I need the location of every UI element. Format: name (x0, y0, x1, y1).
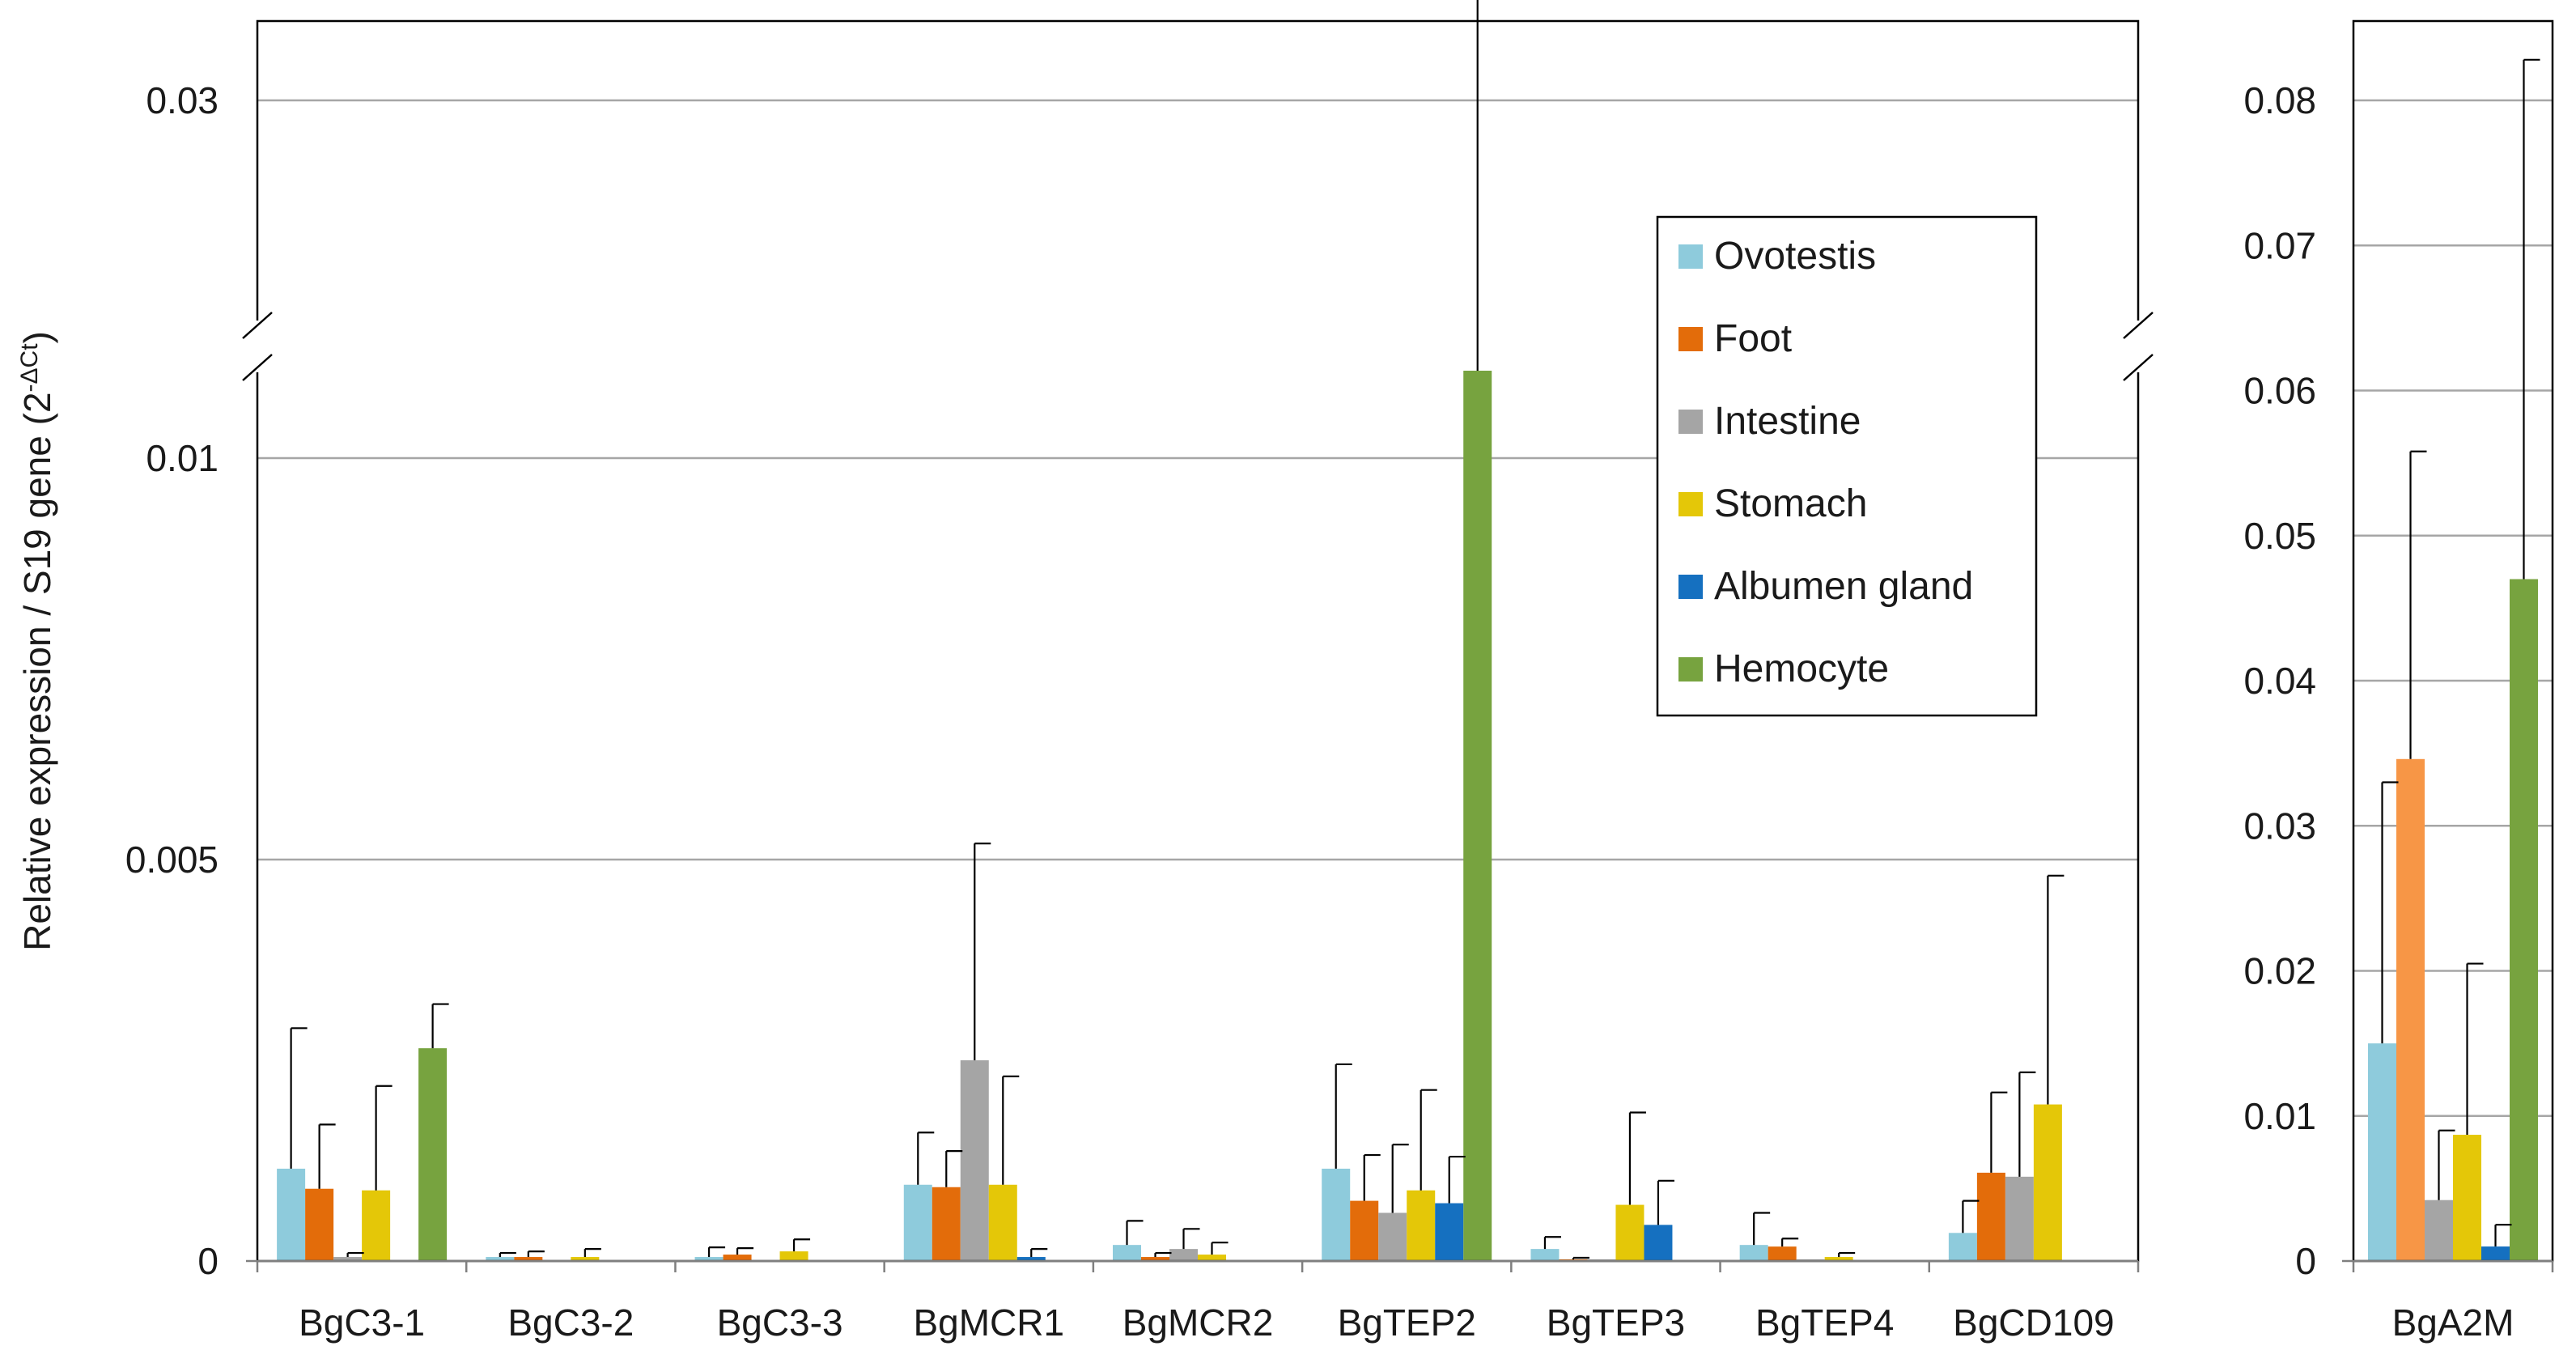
x-category-label-bgc3-2: BgC3-2 (507, 1301, 634, 1344)
inset-bar-foot (2396, 758, 2425, 1261)
bar-bgc3-2-ovotestis (486, 1257, 515, 1261)
x-category-label-bgc3-3: BgC3-3 (717, 1301, 843, 1344)
bar-bgc3-3-foot (723, 1255, 752, 1261)
bar-bgtep2-foot (1350, 1200, 1379, 1261)
bar-bgcd109-intestine (2005, 1176, 2034, 1261)
bar-bgc3-1-stomach (362, 1190, 391, 1261)
y-tick-label-0-01: 0.01 (146, 437, 219, 479)
bar-bgtep4-stomach (1824, 1257, 1853, 1261)
legend-label-stomach: Stomach (1714, 482, 1867, 525)
bar-bgmcr1-foot (932, 1187, 961, 1261)
bar-bgc3-1-hemocyte (418, 1048, 448, 1261)
inset-bar-hemocyte (2510, 579, 2538, 1261)
inset-y-tick-labels: 0 0.01 0.02 0.03 0.04 0.05 0.06 0.07 0.08 (2243, 79, 2316, 1282)
legend-swatch-stomach (1678, 492, 1703, 516)
bar-bgc3-1-ovotestis (277, 1168, 306, 1261)
break-slash-right-upper (2123, 312, 2154, 339)
break-axis-gap-left (248, 321, 267, 372)
inset-error-bars (2381, 58, 2540, 1247)
bar-bgtep2-ovotestis (1322, 1168, 1351, 1261)
bar-bgtep4-foot (1768, 1246, 1797, 1261)
bar-bgtep2-albumen-gland (1435, 1203, 1464, 1261)
bar-bgc3-1-foot (305, 1188, 334, 1261)
inset-bar-ovotestis (2368, 1043, 2396, 1261)
bar-bgcd109-foot (1976, 1172, 2005, 1261)
bar-bgtep2-hemocyte (1463, 371, 1492, 1261)
inset-y-tick-label-0: 0 (2295, 1240, 2316, 1282)
x-category-label-bgtep2: BgTEP2 (1338, 1301, 1476, 1344)
bar-bgmcr2-ovotestis (1113, 1245, 1141, 1261)
legend: Ovotestis Foot Intestine Stomach Albumen gla… (1656, 215, 2038, 717)
bar-bgmcr1-ovotestis (903, 1184, 932, 1261)
break-slash-right-lower (2123, 354, 2154, 381)
x-category-label-bgmcr1: BgMCR1 (913, 1301, 1064, 1344)
y-tick-label-0-03: 0.03 (146, 79, 219, 121)
inset-bars (2368, 579, 2538, 1261)
legend-swatch-hemocyte (1678, 657, 1703, 682)
x-category-label-bgtep3: BgTEP3 (1547, 1301, 1685, 1344)
bar-bgmcr1-stomach (988, 1184, 1017, 1261)
inset-bar-albumen-gland (2481, 1246, 2510, 1261)
x-category-label-bgmcr2: BgMCR2 (1122, 1301, 1274, 1344)
bar-bgc3-3-stomach (779, 1251, 808, 1261)
x-category-label-bgc3-1: BgC3-1 (299, 1301, 425, 1344)
inset-y-tick-label-0-07: 0.07 (2243, 224, 2316, 266)
inset-y-tick-label-0-04: 0.04 (2243, 660, 2316, 702)
y-tick-label-0-005: 0.005 (125, 839, 219, 881)
x-category-label-bgtep4: BgTEP4 (1755, 1301, 1894, 1344)
inset-y-tick-label-0-05: 0.05 (2243, 515, 2316, 557)
bar-bgtep3-stomach (1615, 1204, 1644, 1261)
bar-bgc3-1-intestine (333, 1257, 363, 1261)
break-axis-gap-right (2128, 321, 2148, 372)
legend-swatch-ovotestis (1678, 244, 1703, 269)
legend-label-ovotestis: Ovotestis (1714, 235, 1876, 278)
inset-bar-stomach (2453, 1135, 2481, 1261)
bar-bgcd109-ovotestis (1948, 1233, 1977, 1261)
y-tick-label-0: 0 (197, 1240, 219, 1282)
inset-y-tick-label-0-06: 0.06 (2243, 370, 2316, 412)
bar-bgtep2-stomach (1407, 1190, 1436, 1261)
legend-swatch-intestine (1678, 410, 1703, 434)
bar-bgtep3-albumen-gland (1644, 1225, 1673, 1261)
inset-y-tick-label-0-02: 0.02 (2243, 950, 2316, 992)
y-axis-label: Relative expression / S19 gene (2-ΔCt) (16, 331, 58, 951)
bar-bgmcr2-foot (1141, 1257, 1169, 1261)
bar-bgmcr2-intestine (1169, 1249, 1198, 1261)
x-category-label-bgcd109: BgCD109 (1953, 1301, 2114, 1344)
bar-bgcd109-stomach (2033, 1104, 2062, 1261)
main-y-tick-labels: 0 0.005 0.01 0.03 (125, 79, 219, 1282)
bar-bgc3-3-ovotestis (694, 1257, 724, 1261)
legend-swatch-foot (1678, 327, 1703, 351)
legend-label-foot: Foot (1714, 317, 1792, 360)
main-error-bars (290, 0, 2065, 1260)
bar-bgtep2-intestine (1378, 1212, 1407, 1261)
bar-bgc3-2-foot (514, 1257, 543, 1261)
inset-bar-intestine (2425, 1200, 2453, 1261)
break-slash-left-upper (242, 312, 273, 339)
break-gap-left (261, 324, 503, 369)
inset-y-tick-label-0-01: 0.01 (2243, 1095, 2316, 1137)
inset-category-labels: BgA2M (2392, 1301, 2514, 1344)
legend-label-hemocyte: Hemocyte (1714, 648, 1889, 690)
inset-x-category-label-bga2m: BgA2M (2392, 1301, 2514, 1344)
main-category-labels: BgC3-1 BgC3-2 BgC3-3 BgMCR1 BgMCR2 BgTEP2 BgTE… (299, 1301, 2114, 1344)
legend-label-intestine: Intestine (1714, 400, 1861, 443)
bar-bgtep4-ovotestis (1739, 1245, 1768, 1261)
legend-swatch-albumen-gland (1678, 575, 1703, 599)
main-axis (246, 1259, 2140, 1272)
bar-bgc3-2-stomach (571, 1257, 600, 1261)
bar-bgtep3-ovotestis (1530, 1249, 1560, 1261)
inset-axis (2342, 1259, 2554, 1272)
bar-bgmcr2-stomach (1198, 1255, 1226, 1261)
inset-y-tick-label-0-03: 0.03 (2243, 805, 2316, 847)
bar-bgmcr1-albumen-gland (1016, 1257, 1046, 1261)
legend-label-albumen-gland: Albumen gland (1714, 565, 1973, 608)
inset-y-tick-label-0-08: 0.08 (2243, 79, 2316, 121)
bar-bgmcr1-intestine (960, 1060, 989, 1261)
main-bars (277, 371, 2062, 1261)
break-slash-left-lower (242, 354, 273, 381)
